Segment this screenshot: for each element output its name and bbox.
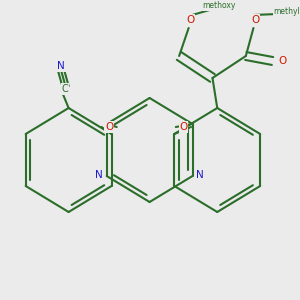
Text: methyl: methyl — [273, 7, 300, 16]
Text: N: N — [196, 170, 204, 180]
Text: O: O — [278, 56, 286, 66]
Text: C: C — [61, 84, 68, 94]
Text: methoxy: methoxy — [202, 2, 236, 10]
Text: O: O — [251, 15, 260, 25]
Text: N: N — [95, 170, 103, 180]
Text: N: N — [57, 61, 65, 71]
Text: O: O — [105, 122, 113, 132]
Text: O: O — [179, 122, 188, 132]
Text: O: O — [186, 15, 195, 25]
